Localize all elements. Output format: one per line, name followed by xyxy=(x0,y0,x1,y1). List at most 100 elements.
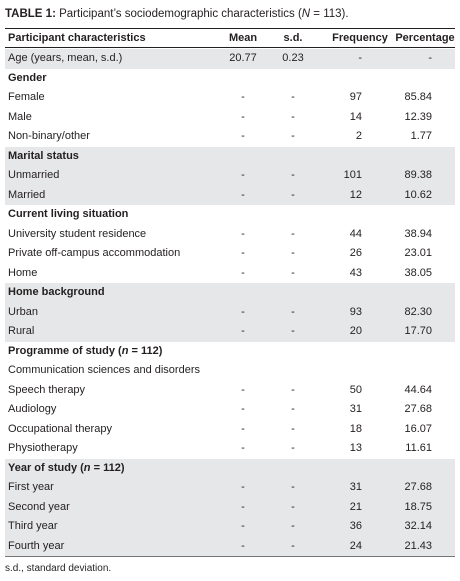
cell-value: 50 xyxy=(349,383,362,396)
table-row: Home - - 43 38.05 xyxy=(5,264,455,284)
heading-text: Gender xyxy=(8,71,47,84)
cell-value: 12 xyxy=(349,188,362,201)
section-heading: Marital status xyxy=(8,147,79,167)
table-row: First year - - 31 27.68 xyxy=(5,478,455,498)
table-row: University student residence - - 44 38.94 xyxy=(5,225,455,245)
cell-value: - xyxy=(291,188,295,201)
table-row: Non-binary/other - - 2 1.77 xyxy=(5,127,455,147)
cell-value: - xyxy=(291,305,295,318)
cell-value: - xyxy=(291,500,295,513)
row-label: Physiotherapy xyxy=(8,442,78,454)
cell-value: 44.64 xyxy=(404,383,432,396)
row-label: Second year xyxy=(8,500,70,513)
cell-value: 27.68 xyxy=(404,481,432,493)
row-label: University student residence xyxy=(8,227,147,240)
cell-value: 18 xyxy=(349,422,362,435)
section-row: Year of study (n = 112) xyxy=(5,458,455,478)
section-heading: Current living situation xyxy=(8,205,128,225)
table-row: Unmarried - - 101 89.38 xyxy=(5,166,455,186)
cell-value: 14 xyxy=(349,110,362,123)
row-label: Communication sciences and disorders xyxy=(8,364,200,376)
cell-value: 38.05 xyxy=(404,266,432,279)
cell-value: - xyxy=(241,110,245,123)
cell-value: - xyxy=(291,247,295,259)
cell-value: 12.39 xyxy=(404,110,432,123)
heading-text: Current living situation xyxy=(8,208,129,220)
cell-value: 23.01 xyxy=(404,247,432,259)
table-row: Rural - - 20 17.70 xyxy=(5,322,455,342)
cell-value: 44 xyxy=(349,227,362,240)
cell-value: - xyxy=(291,481,295,493)
cell-value: 27.68 xyxy=(404,403,432,415)
heading-text: Year of study ( xyxy=(8,461,84,474)
row-label: Age (years, mean, s.d.) xyxy=(8,52,123,64)
heading-text: Programme of study ( xyxy=(8,344,122,357)
cell-value: - xyxy=(291,383,295,396)
cell-value: 2 xyxy=(355,130,362,142)
cell-value: - xyxy=(241,520,245,532)
section-row: Marital status xyxy=(5,146,455,167)
cell-value: 10.62 xyxy=(404,188,432,201)
cell-value: - xyxy=(241,169,245,181)
cell-value: 89.38 xyxy=(404,169,432,181)
table-row: Speech therapy - - 50 44.64 xyxy=(5,381,455,401)
row-label: Non-binary/other xyxy=(8,130,90,142)
header-cell: Participant characteristics xyxy=(8,32,146,44)
heading-text: n xyxy=(83,461,91,474)
cell-value: 31 xyxy=(349,403,362,415)
title-text: Participant’s sociodemographic character… xyxy=(59,8,302,20)
cell-value: 20.77 xyxy=(229,52,257,64)
cell-value: - xyxy=(291,110,295,123)
section-row: Current living situation xyxy=(5,205,455,225)
cell-value: - xyxy=(291,227,295,240)
heading-text: n xyxy=(121,344,129,357)
cell-value: 32.14 xyxy=(404,520,432,532)
cell-value: - xyxy=(428,52,432,64)
cell-value: - xyxy=(241,227,245,240)
table-row: Age (years, mean, s.d.) 20.77 0.23 - - xyxy=(5,49,455,69)
row-label: Rural xyxy=(8,325,35,337)
cell-value: - xyxy=(291,266,295,279)
cell-value: - xyxy=(241,266,245,279)
row-label: Male xyxy=(8,110,32,123)
title-text: N xyxy=(301,8,311,20)
cell-value: 0.23 xyxy=(282,52,304,64)
cell-value: - xyxy=(291,130,295,142)
cell-value: 101 xyxy=(343,169,362,181)
header-cell: Frequency xyxy=(332,32,388,44)
section-row: Programme of study (n = 112) xyxy=(5,342,455,362)
cell-value: - xyxy=(241,247,245,259)
section-heading: Gender xyxy=(8,69,47,89)
row-label: Urban xyxy=(8,305,38,318)
cell-value: - xyxy=(358,52,362,64)
heading-text: = 112) xyxy=(90,461,125,474)
table-row: Urban - - 93 82.30 xyxy=(5,302,455,322)
cell-value: - xyxy=(241,325,245,337)
cell-value: - xyxy=(291,422,295,435)
cell-value: - xyxy=(291,403,295,415)
row-label: Audiology xyxy=(8,403,57,415)
cell-value: 21 xyxy=(349,500,362,513)
table-row: Communication sciences and disorders xyxy=(5,361,455,381)
header-row: Participant characteristics Mean s.d. Frequ… xyxy=(5,29,455,47)
header-rule xyxy=(5,47,455,48)
table-row: Audiology - - 31 27.68 xyxy=(5,400,455,420)
row-label: First year xyxy=(8,481,54,493)
row-label: Private off-campus accommodation xyxy=(8,247,181,259)
table-row: Physiotherapy - - 13 11.61 xyxy=(5,439,455,459)
header-cell: s.d. xyxy=(283,32,303,44)
section-heading: Home background xyxy=(8,283,105,303)
cell-value: 11.61 xyxy=(405,442,432,454)
heading-text: = 112) xyxy=(128,344,163,357)
cell-value: - xyxy=(291,325,295,337)
table-row: Fourth year - - 24 21.43 xyxy=(5,536,455,556)
cell-value: 97 xyxy=(349,91,362,103)
cell-value: 13 xyxy=(349,442,362,454)
cell-value: - xyxy=(291,91,295,103)
cell-value: - xyxy=(291,520,295,532)
row-label: Fourth year xyxy=(8,539,65,552)
table-row: Male - - 14 12.39 xyxy=(5,108,455,128)
cell-value: 82.30 xyxy=(404,305,432,318)
cell-value: - xyxy=(241,481,245,493)
